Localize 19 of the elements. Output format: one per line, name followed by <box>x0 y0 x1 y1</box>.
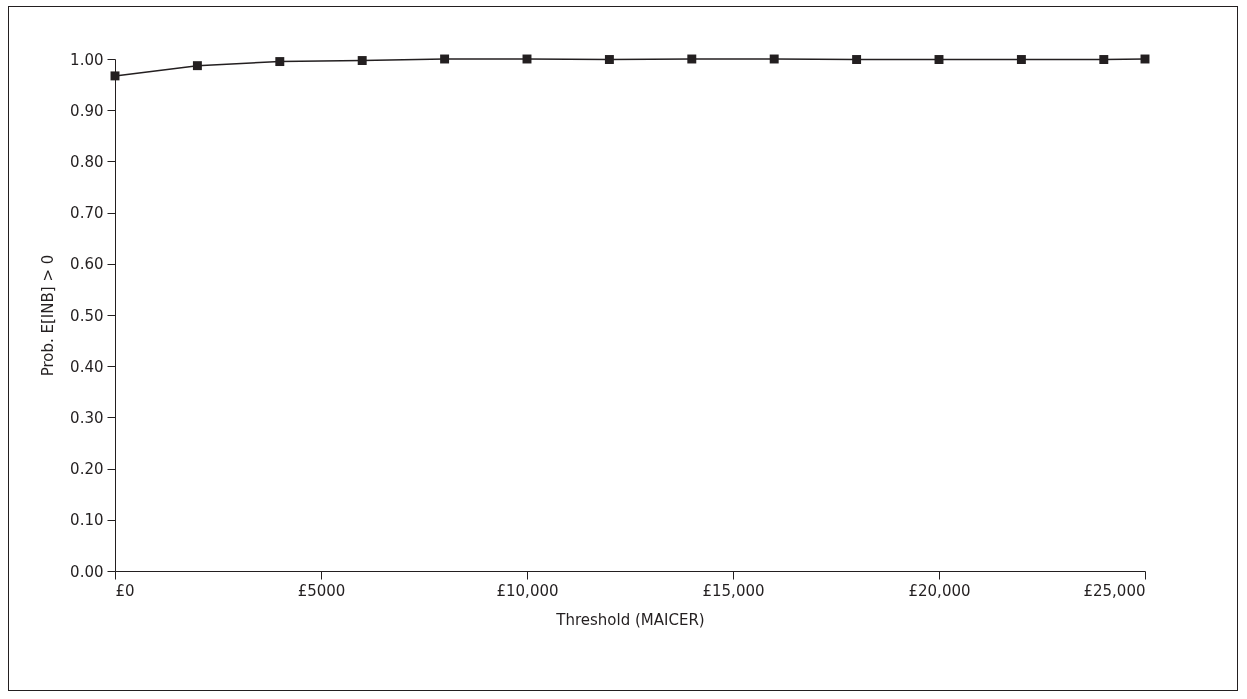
x-tick-label: £5000 <box>297 581 346 600</box>
y-tick-label: 0.30 <box>70 408 104 427</box>
y-tick-label: 0.60 <box>70 255 104 274</box>
y-tick-label: 0.90 <box>70 101 104 120</box>
y-axis-title: Prob. E[INB] > 0 <box>39 254 58 377</box>
x-tick-label: £0 <box>115 581 135 600</box>
x-axis-title: Threshold (MAICER) <box>555 610 705 629</box>
y-tick-label: 1.00 <box>70 50 104 69</box>
y-tick-label: 0.00 <box>70 562 104 581</box>
y-tick-label: 0.10 <box>70 511 104 530</box>
x-tick-label: £20,000 <box>908 581 971 600</box>
y-tick-label: 0.80 <box>70 152 104 171</box>
x-tick-label: £15,000 <box>702 581 765 600</box>
y-tick-label: 0.40 <box>70 357 104 376</box>
x-tick-label: £25,000 <box>1083 581 1146 600</box>
y-tick-label: 0.20 <box>70 460 104 479</box>
y-tick-label: 0.70 <box>70 204 104 223</box>
x-tick-label: £10,000 <box>496 581 559 600</box>
y-tick-label: 0.50 <box>70 306 104 325</box>
